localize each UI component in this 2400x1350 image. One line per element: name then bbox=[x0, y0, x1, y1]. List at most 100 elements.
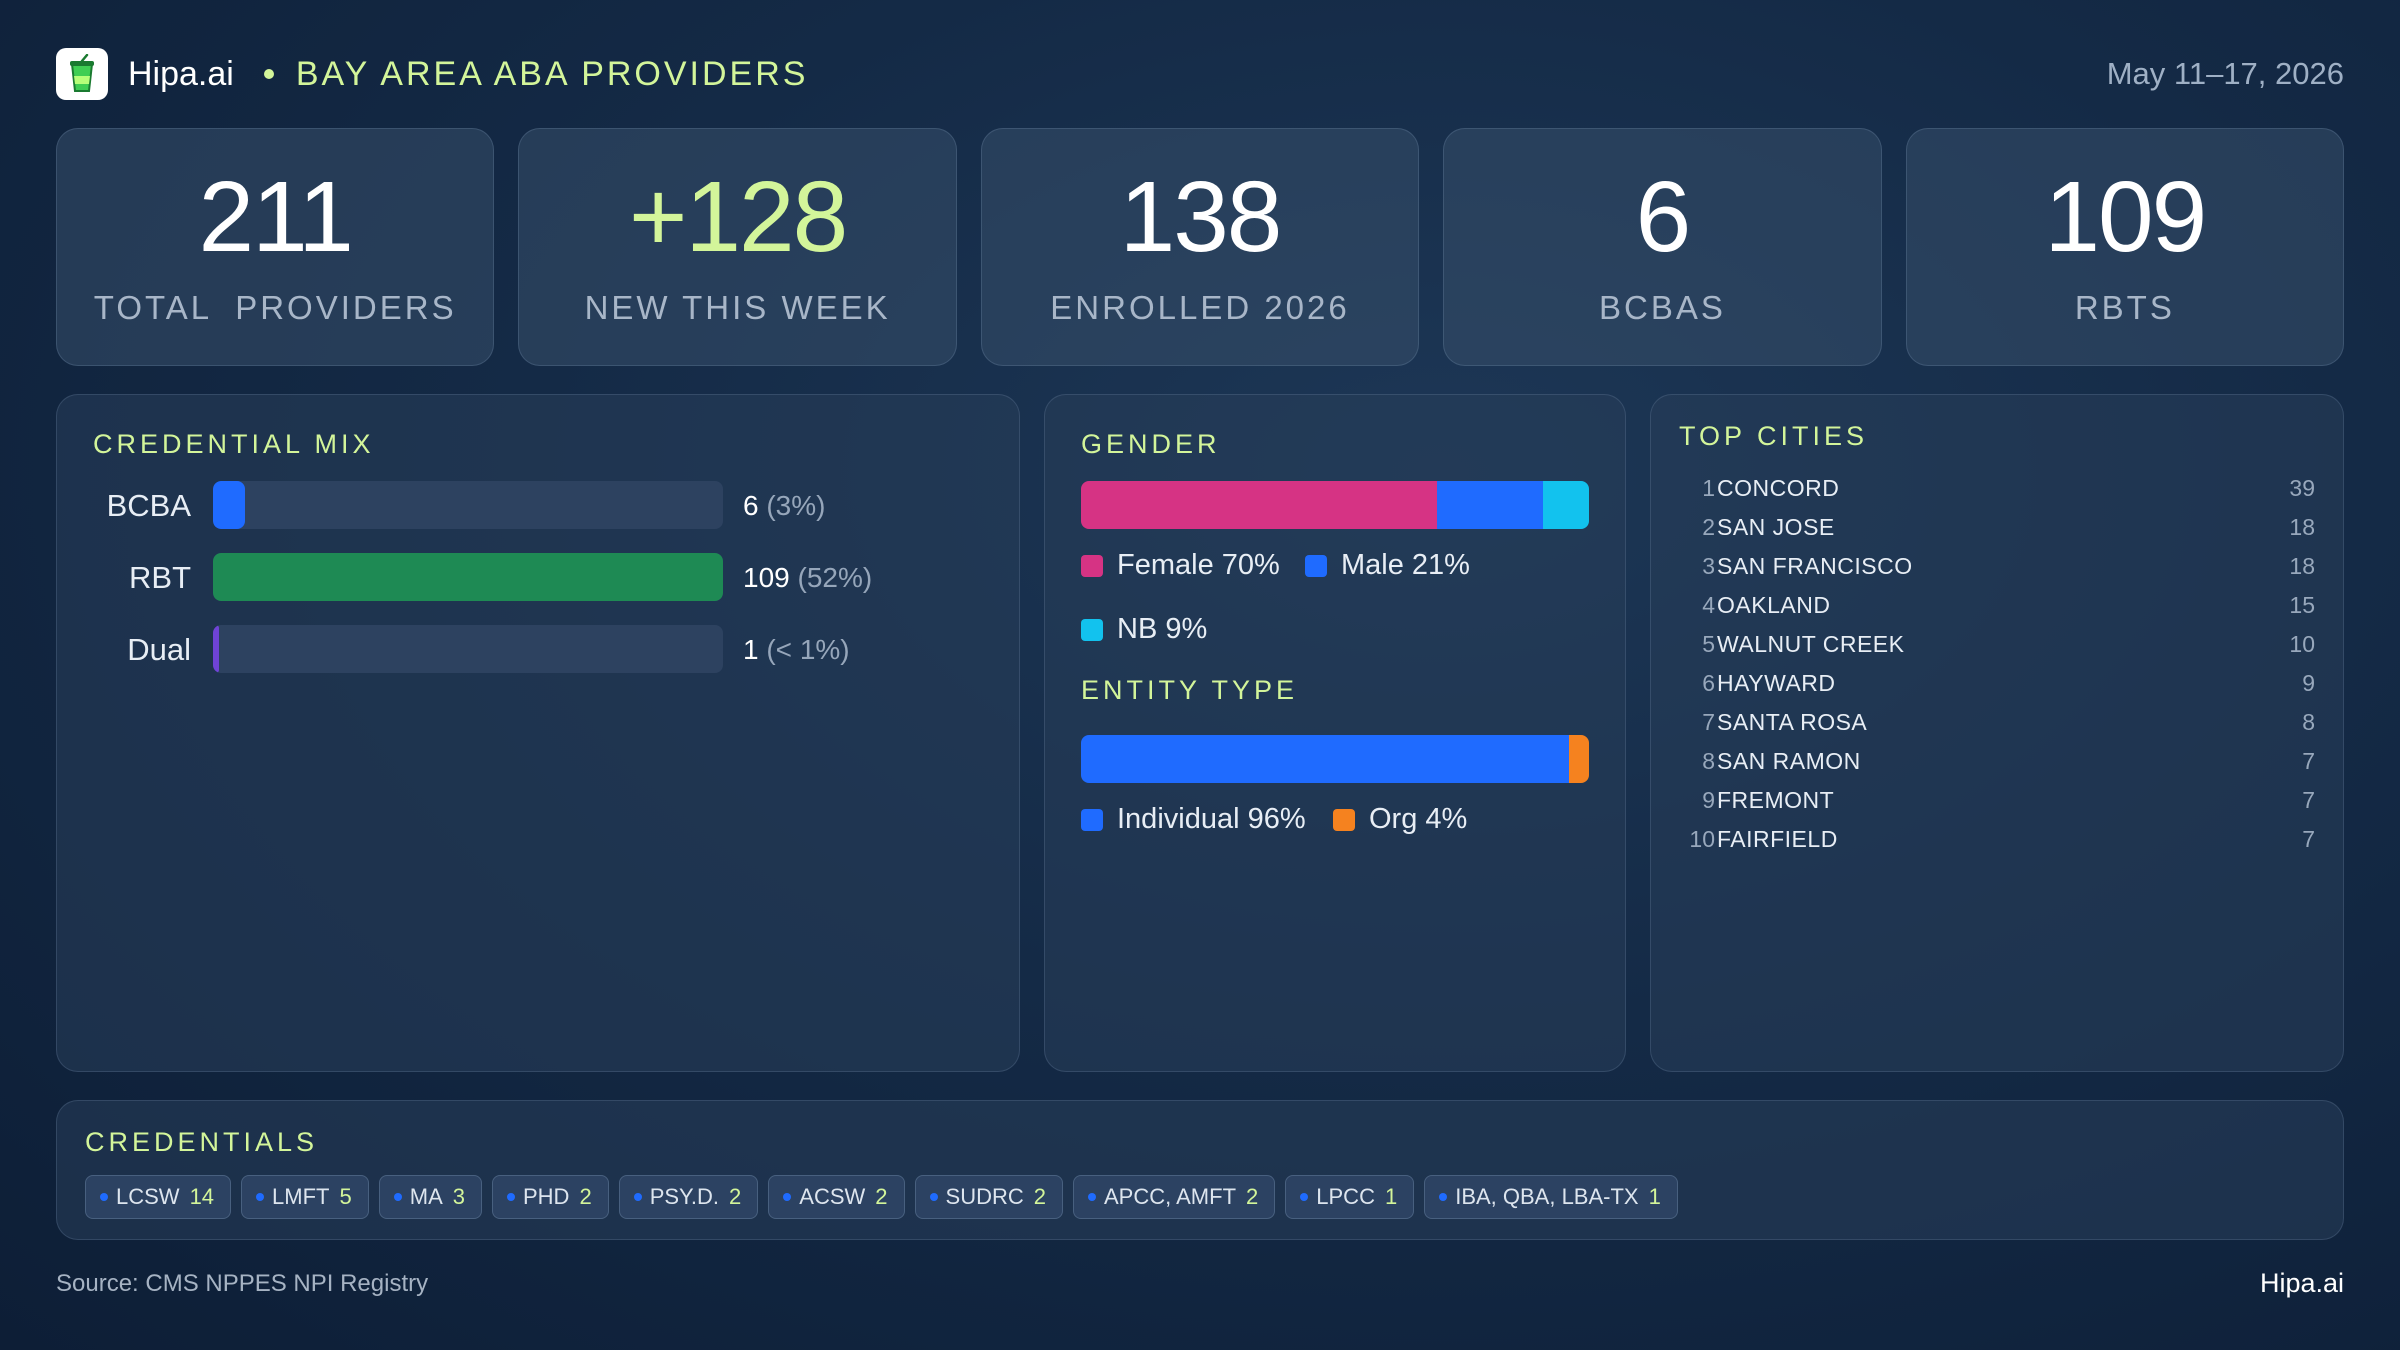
stat-rbts: 109 RBTS bbox=[1905, 128, 2345, 366]
gender-panel: GENDER Female 70% Male 21% NB 9% ENTITY … bbox=[1044, 394, 1626, 1072]
segment-org bbox=[1568, 735, 1589, 783]
bar-dual bbox=[213, 625, 219, 673]
chip-count: 5 bbox=[339, 1184, 352, 1209]
stat-value: +128 bbox=[628, 161, 848, 273]
bar-row-rbt: RBT 109 (52%) bbox=[57, 553, 1019, 603]
city-name: SAN JOSE bbox=[1717, 514, 1835, 540]
table-row: 7 SANTA ROSA 8 bbox=[1651, 703, 2343, 741]
panel-title: CREDENTIAL MIX bbox=[93, 429, 375, 459]
stat-enrolled-2026: 138 ENROLLED 2026 bbox=[980, 128, 1420, 366]
city-name: SAN RAMON bbox=[1717, 748, 1861, 774]
credentials-panel: CREDENTIALS LCSW 14 LMFT 5 MA 3 PHD 2 PSY.D. 2 ACS… bbox=[56, 1100, 2344, 1240]
city-rank: 7 bbox=[1702, 709, 1715, 735]
chip-label: ACSW bbox=[799, 1184, 866, 1209]
bar-value-label: 1 (< 1%) bbox=[743, 634, 850, 665]
dot-icon bbox=[1088, 1193, 1096, 1201]
city-count: 9 bbox=[2302, 670, 2315, 696]
legend-male: Male 21% bbox=[1305, 549, 1470, 582]
stat-value: 109 bbox=[2044, 161, 2207, 273]
credential-chip: ACSW 2 bbox=[768, 1175, 905, 1219]
city-rank: 9 bbox=[1702, 787, 1715, 813]
bar-row-bcba: BCBA 6 (3%) bbox=[57, 481, 1019, 531]
credential-mix-panel: CREDENTIAL MIX BCBA 6 (3%) RBT 109 (52%)… bbox=[56, 394, 1020, 1072]
chip-count: 3 bbox=[452, 1184, 465, 1209]
footer-brand: Hipa.ai bbox=[2259, 1268, 2344, 1298]
dot-icon bbox=[783, 1193, 792, 1201]
city-name: CONCORD bbox=[1717, 475, 1840, 501]
city-name: SAN FRANCISCO bbox=[1717, 553, 1913, 579]
dot-icon bbox=[929, 1193, 938, 1201]
chip-label: LCSW bbox=[116, 1184, 180, 1209]
stat-bcbas: 6 BCBAS bbox=[1443, 128, 1882, 366]
chip-label: SUDRC bbox=[945, 1184, 1024, 1209]
table-row: 3 SAN FRANCISCO 18 bbox=[1651, 547, 2343, 585]
stat-label: ENROLLED 2026 bbox=[1050, 289, 1350, 326]
stat-label: NEW THIS WEEK bbox=[584, 289, 891, 326]
stat-total-providers: 211 TOTAL PROVIDERS bbox=[56, 128, 495, 366]
city-rank: 6 bbox=[1702, 670, 1715, 696]
legend-swatch bbox=[1305, 554, 1327, 577]
stat-label: RBTS bbox=[2074, 289, 2175, 326]
stat-new-this-week: +128 NEW THIS WEEK bbox=[518, 128, 957, 366]
city-name: OAKLAND bbox=[1717, 592, 1831, 618]
bar-track bbox=[213, 553, 723, 601]
bar-bcba bbox=[213, 481, 245, 529]
chip-count: 2 bbox=[729, 1184, 742, 1209]
credential-chip: APCC, AMFT 2 bbox=[1073, 1175, 1276, 1219]
brand-name: Hipa.ai bbox=[128, 54, 234, 93]
city-name: FREMONT bbox=[1717, 787, 1835, 813]
city-rank: 2 bbox=[1702, 514, 1715, 540]
credential-chip: LCSW 14 bbox=[85, 1175, 232, 1219]
page-title: BAY AREA ABA PROVIDERS bbox=[295, 54, 809, 93]
legend-swatch bbox=[1333, 808, 1355, 831]
bar-label: RBT bbox=[129, 560, 191, 595]
table-row: 8 SAN RAMON 7 bbox=[1651, 742, 2343, 780]
cup-icon bbox=[56, 48, 108, 100]
credential-chip: LPCC 1 bbox=[1285, 1175, 1415, 1219]
bar-rbt bbox=[213, 553, 723, 601]
chip-count: 1 bbox=[1384, 1184, 1398, 1209]
city-count: 15 bbox=[2289, 592, 2315, 618]
dot-icon bbox=[1300, 1193, 1309, 1201]
legend-swatch bbox=[1081, 554, 1103, 577]
chip-count: 2 bbox=[1033, 1184, 1046, 1209]
panel-subtitle: ENTITY TYPE bbox=[1081, 675, 1299, 705]
chip-label: PHD bbox=[523, 1184, 570, 1209]
chip-label: PSY.D. bbox=[649, 1184, 720, 1209]
credential-chips: LCSW 14 LMFT 5 MA 3 PHD 2 PSY.D. 2 ACSW 2 SUDRC 2 APCC… bbox=[85, 1175, 1678, 1219]
city-name: HAYWARD bbox=[1717, 670, 1836, 696]
city-rank: 10 bbox=[1689, 826, 1715, 852]
bar-label: Dual bbox=[127, 632, 191, 667]
table-row: 1 CONCORD 39 bbox=[1651, 469, 2343, 507]
city-count: 10 bbox=[2289, 631, 2315, 657]
stat-label: TOTAL PROVIDERS bbox=[93, 289, 457, 326]
city-count: 8 bbox=[2302, 709, 2315, 735]
city-rank: 1 bbox=[1702, 475, 1715, 501]
chip-label: LMFT bbox=[272, 1184, 330, 1209]
dot-icon bbox=[1439, 1193, 1448, 1201]
bar-track bbox=[213, 481, 723, 529]
city-count: 7 bbox=[2302, 787, 2315, 813]
legend-nb: NB 9% bbox=[1081, 613, 1207, 646]
dot-icon bbox=[507, 1193, 515, 1201]
city-rank: 4 bbox=[1702, 592, 1715, 618]
chip-count: 2 bbox=[1246, 1184, 1259, 1209]
chip-count: 2 bbox=[579, 1184, 592, 1209]
bar-value-label: 6 (3%) bbox=[743, 490, 826, 521]
chip-count: 14 bbox=[189, 1184, 215, 1209]
table-row: 5 WALNUT CREEK 10 bbox=[1651, 625, 2343, 663]
entity-stacked-bar bbox=[1081, 735, 1589, 783]
legend-swatch bbox=[1081, 618, 1103, 641]
city-rank: 8 bbox=[1702, 748, 1715, 774]
city-count: 7 bbox=[2302, 748, 2315, 774]
city-name: WALNUT CREEK bbox=[1717, 631, 1905, 657]
dot-icon bbox=[633, 1193, 642, 1201]
panel-title: TOP CITIES bbox=[1679, 421, 1869, 451]
chip-label: LPCC bbox=[1316, 1184, 1375, 1209]
legend-org: Org 4% bbox=[1333, 803, 1467, 836]
table-row: 4 OAKLAND 15 bbox=[1651, 586, 2343, 624]
gender-stacked-bar bbox=[1081, 481, 1589, 529]
credential-chip: SUDRC 2 bbox=[914, 1175, 1063, 1219]
city-rank: 5 bbox=[1702, 631, 1715, 657]
city-count: 7 bbox=[2302, 826, 2315, 852]
